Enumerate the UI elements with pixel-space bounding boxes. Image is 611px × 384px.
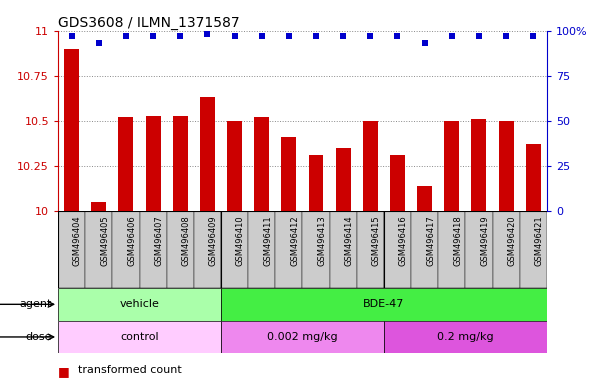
- FancyBboxPatch shape: [384, 211, 411, 288]
- FancyBboxPatch shape: [384, 321, 547, 353]
- Bar: [254, 118, 269, 211]
- Point: [501, 33, 511, 39]
- Point: [420, 40, 430, 46]
- Point: [67, 33, 76, 39]
- Bar: [335, 148, 351, 211]
- Text: GSM496410: GSM496410: [236, 215, 245, 266]
- Text: GSM496413: GSM496413: [317, 215, 326, 266]
- FancyBboxPatch shape: [221, 211, 248, 288]
- FancyBboxPatch shape: [357, 211, 384, 288]
- Text: GSM496404: GSM496404: [73, 215, 82, 266]
- FancyBboxPatch shape: [520, 211, 547, 288]
- FancyBboxPatch shape: [438, 211, 466, 288]
- Text: GSM496406: GSM496406: [127, 215, 136, 266]
- Point: [284, 33, 294, 39]
- Bar: [64, 49, 79, 211]
- Text: GSM496405: GSM496405: [100, 215, 109, 266]
- FancyBboxPatch shape: [276, 211, 302, 288]
- FancyBboxPatch shape: [85, 211, 112, 288]
- Point: [474, 33, 484, 39]
- Bar: [417, 186, 432, 211]
- FancyBboxPatch shape: [58, 321, 221, 353]
- Point: [121, 33, 131, 39]
- Text: GSM496417: GSM496417: [426, 215, 435, 266]
- Text: BDE-47: BDE-47: [363, 299, 404, 310]
- Text: GSM496415: GSM496415: [371, 215, 381, 266]
- Bar: [309, 155, 323, 211]
- Bar: [200, 98, 215, 211]
- FancyBboxPatch shape: [139, 211, 167, 288]
- FancyBboxPatch shape: [221, 288, 547, 321]
- Point: [447, 33, 456, 39]
- Bar: [282, 137, 296, 211]
- Bar: [526, 144, 541, 211]
- Bar: [499, 121, 514, 211]
- FancyBboxPatch shape: [221, 321, 384, 353]
- Bar: [363, 121, 378, 211]
- Text: GSM496412: GSM496412: [290, 215, 299, 266]
- FancyBboxPatch shape: [58, 288, 221, 321]
- FancyBboxPatch shape: [466, 211, 492, 288]
- Bar: [227, 121, 242, 211]
- Text: GSM496421: GSM496421: [535, 215, 544, 266]
- Text: GSM496408: GSM496408: [181, 215, 191, 266]
- Text: GDS3608 / ILMN_1371587: GDS3608 / ILMN_1371587: [58, 16, 240, 30]
- Text: GSM496407: GSM496407: [155, 215, 164, 266]
- Text: GSM496418: GSM496418: [453, 215, 462, 266]
- FancyBboxPatch shape: [58, 211, 85, 288]
- Point: [175, 33, 185, 39]
- Point: [365, 33, 375, 39]
- Point: [338, 33, 348, 39]
- FancyBboxPatch shape: [167, 211, 194, 288]
- Text: GSM496411: GSM496411: [263, 215, 272, 266]
- FancyBboxPatch shape: [302, 211, 329, 288]
- FancyBboxPatch shape: [194, 211, 221, 288]
- Text: GSM496416: GSM496416: [399, 215, 408, 266]
- FancyBboxPatch shape: [329, 211, 357, 288]
- Text: GSM496420: GSM496420: [508, 215, 516, 266]
- Bar: [390, 155, 405, 211]
- Bar: [444, 121, 459, 211]
- Bar: [173, 116, 188, 211]
- Point: [257, 33, 266, 39]
- Text: vehicle: vehicle: [120, 299, 159, 310]
- Bar: [472, 119, 486, 211]
- Point: [94, 40, 104, 46]
- Text: transformed count: transformed count: [78, 365, 181, 375]
- FancyBboxPatch shape: [112, 211, 139, 288]
- Point: [148, 33, 158, 39]
- Text: ■: ■: [58, 365, 70, 378]
- Bar: [91, 202, 106, 211]
- Bar: [119, 118, 133, 211]
- Text: GSM496419: GSM496419: [480, 215, 489, 266]
- Point: [230, 33, 240, 39]
- Text: 0.002 mg/kg: 0.002 mg/kg: [267, 332, 338, 342]
- Text: 0.2 mg/kg: 0.2 mg/kg: [437, 332, 494, 342]
- Bar: [145, 116, 161, 211]
- Text: agent: agent: [20, 299, 52, 310]
- Point: [202, 31, 212, 37]
- FancyBboxPatch shape: [411, 211, 438, 288]
- Text: dose: dose: [26, 332, 52, 342]
- Text: GSM496409: GSM496409: [209, 215, 218, 266]
- Point: [393, 33, 403, 39]
- Text: control: control: [120, 332, 159, 342]
- FancyBboxPatch shape: [248, 211, 276, 288]
- Point: [529, 33, 538, 39]
- FancyBboxPatch shape: [492, 211, 520, 288]
- Point: [311, 33, 321, 39]
- Text: GSM496414: GSM496414: [345, 215, 354, 266]
